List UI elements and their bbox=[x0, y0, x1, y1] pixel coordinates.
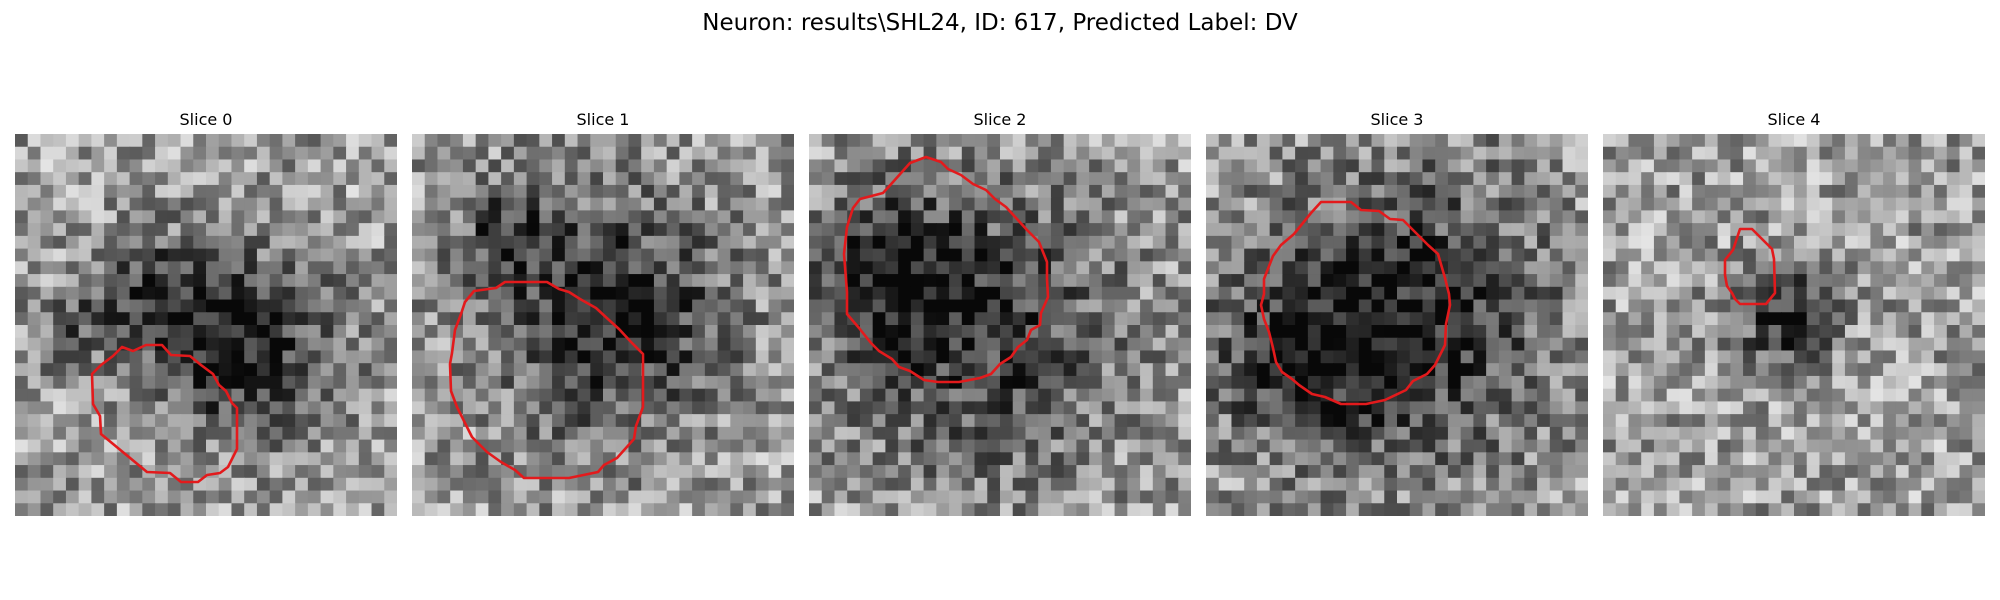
pixel-grid bbox=[1206, 134, 1588, 516]
slice-image bbox=[412, 134, 794, 516]
pixel-grid bbox=[809, 134, 1191, 516]
slice-image-svg bbox=[15, 134, 397, 516]
slice-panel-2: Slice 2 bbox=[809, 110, 1191, 130]
slice-image bbox=[1206, 134, 1588, 516]
pixel-grid bbox=[15, 134, 397, 516]
pixel-grid bbox=[1603, 134, 1985, 516]
slice-title: Slice 2 bbox=[809, 110, 1191, 130]
slice-image bbox=[809, 134, 1191, 516]
figure-title: Neuron: results\SHL24, ID: 617, Predicte… bbox=[0, 8, 2000, 38]
slice-panel-3: Slice 3 bbox=[1206, 110, 1588, 130]
slice-panel-1: Slice 1 bbox=[412, 110, 794, 130]
slice-title: Slice 4 bbox=[1603, 110, 1985, 130]
slice-title: Slice 1 bbox=[412, 110, 794, 130]
slice-title: Slice 0 bbox=[15, 110, 397, 130]
slice-image bbox=[1603, 134, 1985, 516]
pixel-grid bbox=[412, 134, 794, 516]
slice-image-svg bbox=[412, 134, 794, 516]
slice-panel-0: Slice 0 bbox=[15, 110, 397, 130]
slice-panel-4: Slice 4 bbox=[1603, 110, 1985, 130]
slice-title: Slice 3 bbox=[1206, 110, 1588, 130]
slice-image-svg bbox=[809, 134, 1191, 516]
slice-image-svg bbox=[1603, 134, 1985, 516]
slice-image bbox=[15, 134, 397, 516]
slice-image-svg bbox=[1206, 134, 1588, 516]
